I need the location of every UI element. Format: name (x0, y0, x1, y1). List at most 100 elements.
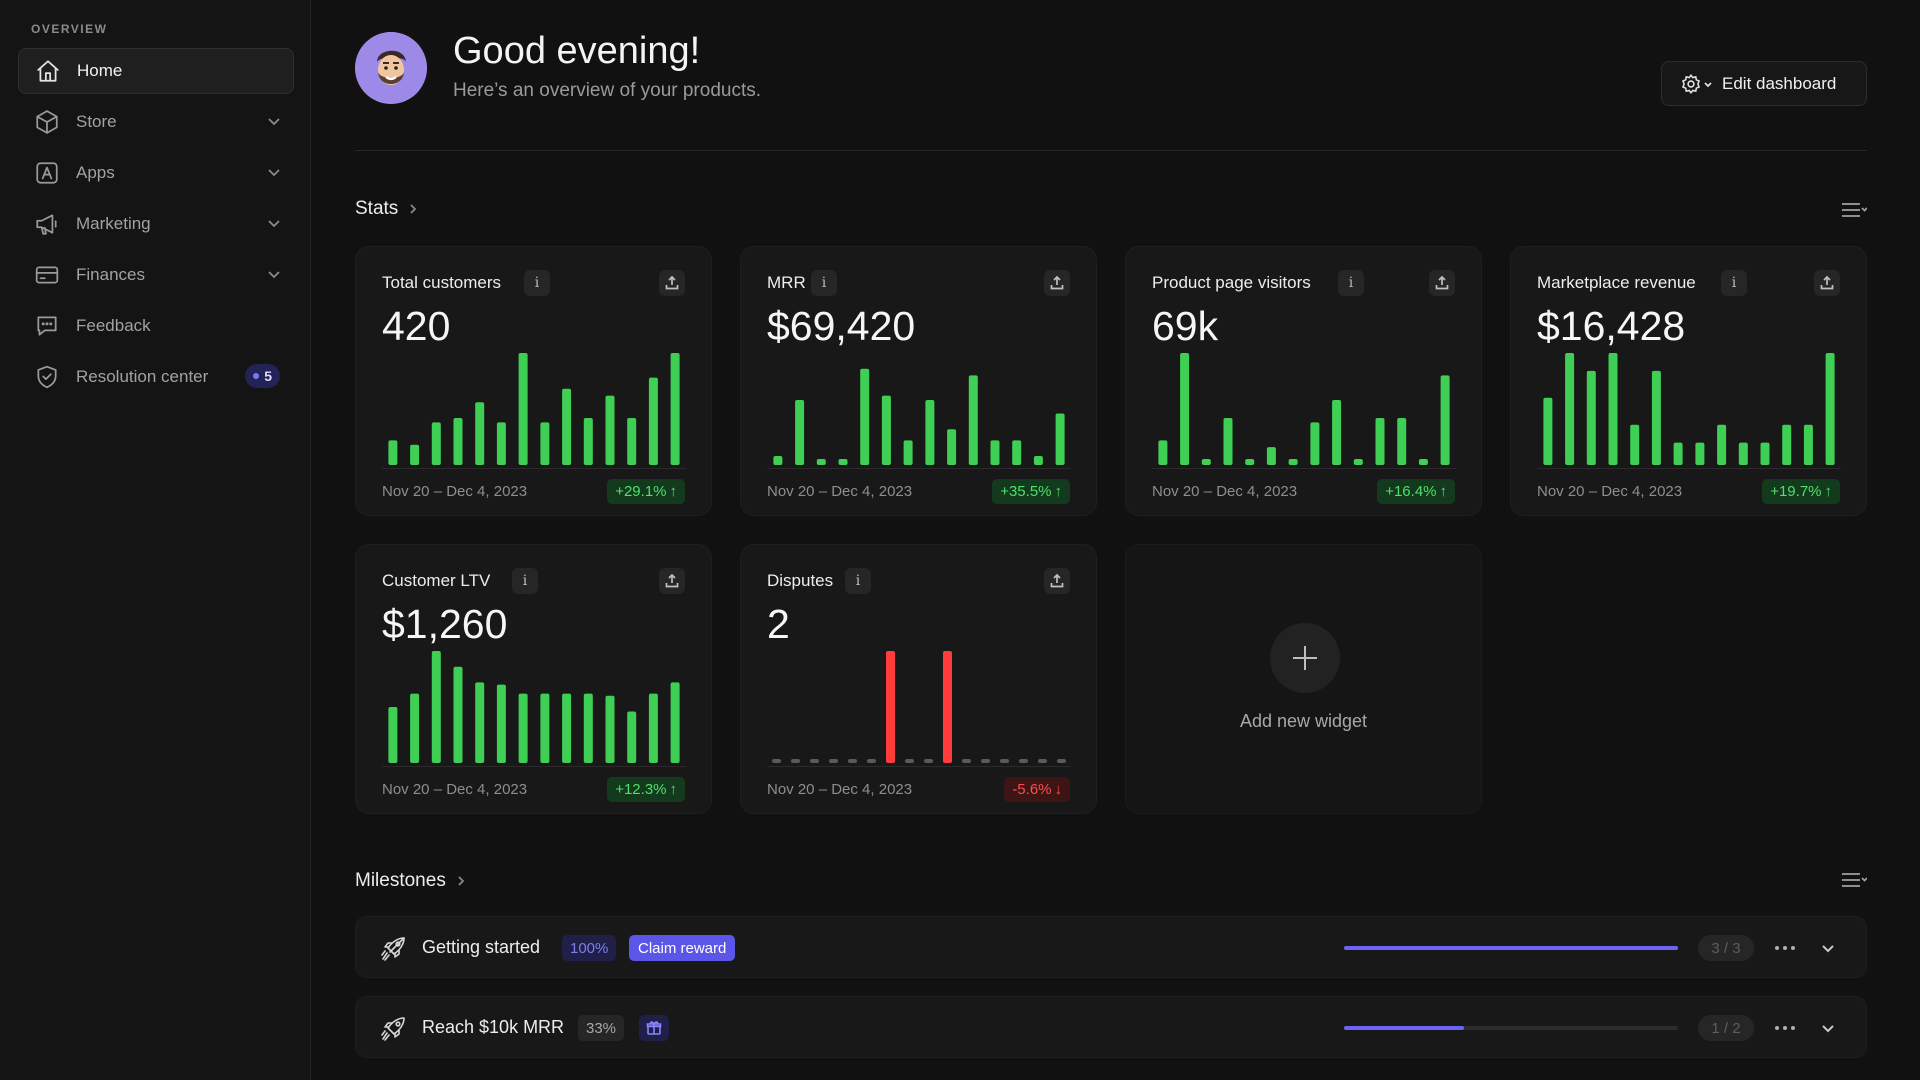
change-badge: +29.1% ↑ (607, 479, 685, 504)
milestones-section-title[interactable]: Milestones (355, 870, 468, 892)
stats-menu-button[interactable] (1831, 198, 1867, 222)
card-value: 420 (382, 303, 451, 349)
bar-chart (772, 651, 1066, 763)
more-options-button[interactable] (1770, 1015, 1800, 1041)
chart-bar (848, 759, 857, 763)
chart-axis (1537, 468, 1841, 469)
export-icon[interactable] (1044, 568, 1070, 594)
milestone-title: Reach $10k MRR (422, 1017, 565, 1037)
milestone-row-reach-10k-mrr[interactable]: Reach $10k MRR 33% 1 / 2 (355, 996, 1867, 1058)
chart-bar (453, 418, 463, 465)
chart-bar (496, 684, 506, 763)
chart-bar (496, 422, 506, 465)
chart-bar (1608, 353, 1618, 465)
sidebar-item-home[interactable]: Home (18, 48, 294, 94)
chevron-down-icon[interactable] (266, 266, 282, 282)
chevron-down-icon[interactable] (266, 215, 282, 231)
chart-bar (431, 651, 441, 763)
claim-reward-button[interactable]: Claim reward (629, 935, 736, 961)
change-value: -5.6% (1012, 781, 1052, 798)
chart-bar (773, 456, 783, 465)
chart-bar (1738, 442, 1748, 465)
ellipsis-icon (1775, 1026, 1795, 1030)
sidebar-item-store[interactable]: Store (18, 99, 294, 145)
ellipsis-icon (1775, 946, 1795, 950)
card-date-range: Nov 20 – Dec 4, 2023 (1537, 483, 1683, 500)
export-icon[interactable] (1429, 270, 1455, 296)
megaphone-icon (32, 209, 62, 239)
stats-section-title[interactable]: Stats (355, 198, 420, 220)
export-icon[interactable] (1814, 270, 1840, 296)
progress-fill (1344, 1026, 1465, 1030)
sidebar: OVERVIEW Home Store Apps Marketing Finan… (0, 0, 311, 1080)
chart-bar (1000, 759, 1009, 763)
chart-bar (410, 693, 420, 763)
chart-bar (1057, 759, 1066, 763)
chart-bar (1055, 413, 1065, 465)
card-title: Total customers (382, 273, 502, 292)
info-icon[interactable]: i (811, 270, 837, 296)
gift-icon (646, 1021, 662, 1035)
stat-card-mrr: MRR i $69,420 Nov 20 – Dec 4, 2023 +35.5… (740, 246, 1097, 516)
chart-bar (943, 651, 952, 763)
progress-fill (1344, 946, 1678, 950)
milestones-title-text: Milestones (355, 870, 446, 891)
page-subtitle: Here’s an overview of your products. (453, 80, 762, 101)
credit-card-icon (32, 260, 62, 290)
chart-bar (540, 422, 550, 465)
expand-button[interactable] (1816, 1016, 1840, 1040)
change-value: +12.3% (615, 781, 667, 798)
sidebar-item-label: Store (76, 112, 117, 131)
chart-bar (1310, 422, 1320, 465)
chart-bar (1586, 370, 1596, 465)
chart-bar (410, 444, 420, 465)
page-title: Good evening! (453, 30, 701, 72)
chart-bar (1717, 424, 1727, 465)
add-widget-card[interactable]: Add new widget (1125, 544, 1482, 814)
card-value: 69k (1152, 303, 1219, 349)
milestone-row-getting-started[interactable]: Getting started 100% Claim reward 3 / 3 (355, 916, 1867, 978)
sidebar-item-apps[interactable]: Apps (18, 150, 294, 196)
card-title: Product page visitors (1152, 273, 1311, 292)
change-badge: -5.6% ↓ (1004, 777, 1070, 802)
info-icon[interactable]: i (1338, 270, 1364, 296)
info-icon[interactable]: i (524, 270, 550, 296)
chart-bar (1019, 759, 1028, 763)
chart-bar (562, 388, 572, 465)
chart-bar (670, 682, 680, 763)
export-icon[interactable] (1044, 270, 1070, 296)
chart-bar (1180, 353, 1190, 465)
avatar[interactable] (355, 32, 427, 104)
gift-button[interactable] (639, 1015, 669, 1041)
export-icon[interactable] (659, 568, 685, 594)
expand-button[interactable] (1816, 936, 1840, 960)
chart-bar (990, 440, 1000, 465)
milestones-menu-button[interactable] (1831, 868, 1867, 892)
card-title: Marketplace revenue (1537, 273, 1696, 292)
chart-bar (1038, 759, 1047, 763)
card-value: 2 (767, 601, 790, 647)
more-options-button[interactable] (1770, 935, 1800, 961)
edit-dashboard-button[interactable]: Edit dashboard (1661, 61, 1867, 106)
chart-bar (1673, 442, 1683, 465)
add-widget-button[interactable] (1270, 623, 1340, 693)
info-icon[interactable]: i (1721, 270, 1747, 296)
chart-bar (453, 666, 463, 763)
arrow-up-icon: ↑ (1824, 483, 1833, 500)
chart-bar (1201, 459, 1211, 465)
chevron-down-icon[interactable] (266, 164, 282, 180)
change-badge: +16.4% ↑ (1377, 479, 1455, 504)
info-icon[interactable]: i (512, 568, 538, 594)
sidebar-item-marketing[interactable]: Marketing (18, 201, 294, 247)
sidebar-item-feedback[interactable]: Feedback (18, 303, 294, 349)
export-icon[interactable] (659, 270, 685, 296)
chevron-down-icon[interactable] (266, 113, 282, 129)
chart-bar (540, 693, 550, 763)
chart-bar (1397, 418, 1407, 465)
chart-bar (388, 440, 398, 465)
sidebar-item-finances[interactable]: Finances (18, 252, 294, 298)
card-date-range: Nov 20 – Dec 4, 2023 (382, 483, 528, 500)
sidebar-item-resolution-center[interactable]: Resolution center 5 (18, 354, 294, 400)
chart-bar (924, 759, 933, 763)
info-icon[interactable]: i (845, 568, 871, 594)
